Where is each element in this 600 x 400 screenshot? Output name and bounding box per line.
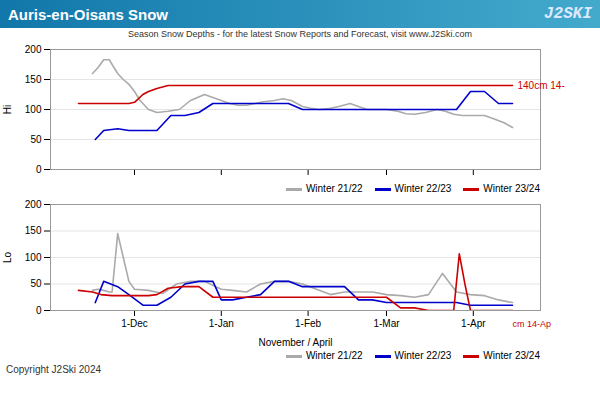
svg-text:0: 0 <box>36 164 42 175</box>
svg-text:November / April: November / April <box>259 337 333 348</box>
svg-text:100: 100 <box>25 252 42 263</box>
html-text:Auris-en-Oisans Snow: Auris-en-Oisans Snow <box>8 5 168 23</box>
html-text:J2SKI: J2SKI <box>544 5 592 23</box>
svg-text:50: 50 <box>30 134 42 145</box>
html-text:Winter 23/24: Winter 23/24 <box>483 183 540 194</box>
html-text:Season Snow Depths - for the l: Season Snow Depths - for the latest Snow… <box>127 29 473 39</box>
html-text:Winter 22/23: Winter 22/23 <box>394 183 452 194</box>
svg-text:0: 0 <box>36 305 42 316</box>
svg-text:200: 200 <box>25 44 42 55</box>
svg-text:Hi: Hi <box>2 105 13 114</box>
svg-text:100: 100 <box>25 104 42 115</box>
svg-text:140cm 14-: 140cm 14- <box>518 80 565 91</box>
html-text:Copyright J2Ski 2024: Copyright J2Ski 2024 <box>6 364 102 375</box>
svg-text:50: 50 <box>30 278 42 289</box>
svg-text:150: 150 <box>25 225 42 236</box>
svg-text:1-Mar: 1-Mar <box>373 318 400 329</box>
svg-text:200: 200 <box>25 199 42 210</box>
html-text:Winter 22/23: Winter 22/23 <box>394 350 452 361</box>
html-text:Winter 21/22: Winter 21/22 <box>305 183 363 194</box>
svg-text:Lo: Lo <box>2 252 13 264</box>
html-text:Winter 21/22: Winter 21/22 <box>305 350 363 361</box>
svg-text:cm 14-Ap: cm 14-Ap <box>513 319 552 329</box>
svg-text:150: 150 <box>25 74 42 85</box>
svg-text:1-Dec: 1-Dec <box>121 318 148 329</box>
svg-text:1-Jan: 1-Jan <box>209 318 234 329</box>
svg-text:1-Apr: 1-Apr <box>461 318 486 329</box>
svg-text:1-Feb: 1-Feb <box>295 318 322 329</box>
html-text:Winter 23/24: Winter 23/24 <box>483 350 540 361</box>
